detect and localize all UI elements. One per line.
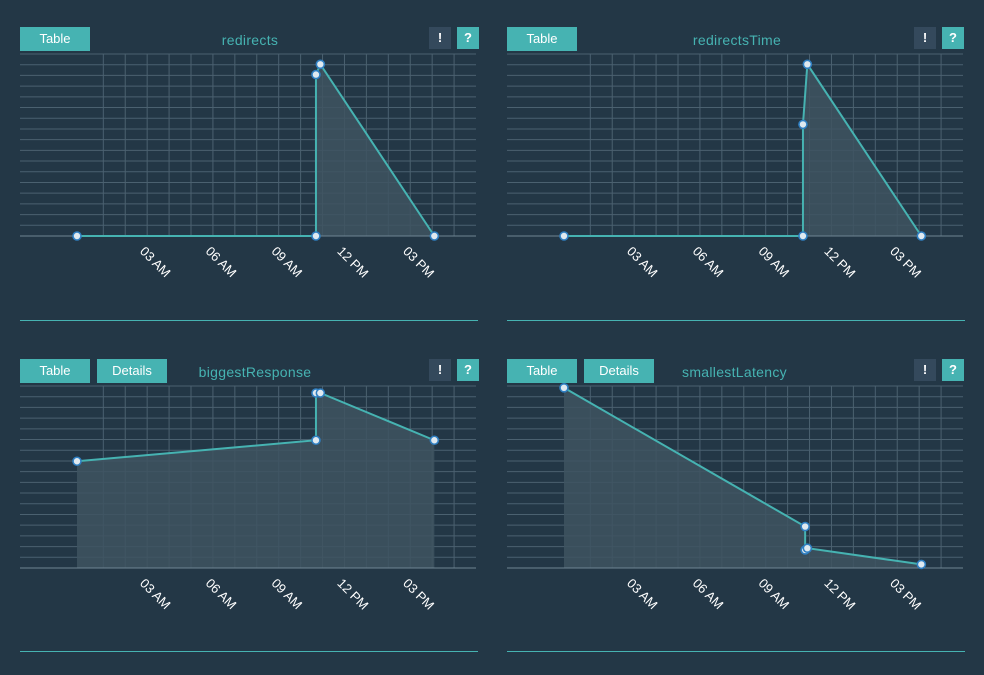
data-point — [800, 521, 810, 532]
panel-divider — [20, 651, 478, 652]
x-tick-label: 12 PM — [821, 576, 858, 613]
x-tick-label: 03 PM — [400, 576, 437, 613]
panel-divider — [20, 320, 478, 321]
x-tick-label: 06 AM — [690, 576, 727, 613]
alert-icon[interactable]: ! — [914, 359, 936, 381]
chart-title: redirects — [221, 32, 279, 48]
data-point — [311, 69, 321, 80]
data-point — [72, 456, 82, 467]
x-tick-label: 06 AM — [203, 576, 240, 613]
data-point — [916, 559, 927, 570]
alert-icon[interactable]: ! — [429, 27, 451, 49]
table-button[interactable]: Table — [507, 359, 577, 383]
alert-icon[interactable]: ! — [914, 27, 936, 49]
x-tick-label: 09 AM — [269, 244, 306, 281]
data-point — [559, 383, 569, 393]
x-tick-label: 03 AM — [137, 244, 174, 281]
data-point — [311, 435, 321, 446]
data-point — [72, 231, 82, 241]
help-icon[interactable]: ? — [942, 359, 964, 381]
x-tick-label: 09 AM — [756, 244, 793, 281]
x-tick-label: 09 AM — [269, 576, 306, 613]
panel-divider — [507, 651, 965, 652]
x-tick-label: 12 PM — [334, 576, 371, 613]
x-tick-label: 03 PM — [887, 576, 924, 613]
area-chart-redirects: 03 AM 06 AM 09 AM 12 PM 03 PM — [20, 53, 476, 281]
x-tick-label: 06 AM — [203, 244, 240, 281]
chart-title: redirectsTime — [692, 32, 782, 48]
area-fill — [564, 64, 922, 237]
data-point — [429, 231, 440, 241]
table-button[interactable]: Table — [20, 359, 90, 383]
help-icon[interactable]: ? — [457, 359, 479, 381]
chart-title: biggestResponse — [198, 364, 312, 380]
area-chart-smallest-latency: 03 AM 06 AM 09 AM 12 PM 03 PM — [507, 383, 963, 613]
x-tick-label: 12 PM — [821, 244, 858, 281]
data-point — [916, 231, 927, 241]
area-chart-redirects-time: 03 AM 06 AM 09 AM 12 PM 03 PM — [507, 53, 963, 281]
chart-panel-biggest-response: Table Details biggestResponse ! ? 03 AM 0… — [20, 359, 479, 675]
area-fill — [77, 64, 435, 237]
x-tick-label: 09 AM — [756, 576, 793, 613]
area-chart-biggest-response: 03 AM 06 AM 09 AM 12 PM 03 PM — [20, 385, 476, 613]
x-tick-label: 12 PM — [334, 244, 371, 281]
area-fill — [564, 387, 922, 568]
chart-panel-redirects-time: Table redirectsTime ! ? 03 AM 06 AM 09 AM 1… — [507, 27, 965, 343]
chart-panel-smallest-latency: Table Details smallestLatency ! ? 03 AM 0… — [507, 359, 965, 675]
chart-title: smallestLatency — [682, 364, 787, 380]
data-point — [311, 231, 321, 241]
details-button[interactable]: Details — [584, 359, 654, 383]
alert-icon[interactable]: ! — [429, 359, 451, 381]
x-tick-label: 06 AM — [690, 244, 727, 281]
x-tick-label: 03 PM — [400, 244, 437, 281]
help-icon[interactable]: ? — [942, 27, 964, 49]
x-tick-label: 03 AM — [137, 576, 174, 613]
data-point — [802, 59, 813, 70]
data-point — [315, 59, 326, 70]
area-fill — [77, 393, 435, 568]
data-point — [429, 435, 440, 446]
data-point — [315, 388, 326, 398]
panel-divider — [507, 320, 965, 321]
x-tick-label: 03 AM — [624, 244, 661, 281]
chart-panel-redirects: Table redirects ! ? 03 AM 06 AM 09 AM 12 PM… — [20, 27, 479, 343]
table-button[interactable]: Table — [507, 27, 577, 51]
details-button[interactable]: Details — [97, 359, 167, 383]
data-point — [802, 543, 813, 553]
table-button[interactable]: Table — [20, 27, 90, 51]
help-icon[interactable]: ? — [457, 27, 479, 49]
data-point — [798, 119, 808, 130]
x-tick-label: 03 AM — [624, 576, 661, 613]
data-point — [798, 231, 808, 241]
data-point — [559, 231, 569, 241]
x-tick-label: 03 PM — [887, 244, 924, 281]
